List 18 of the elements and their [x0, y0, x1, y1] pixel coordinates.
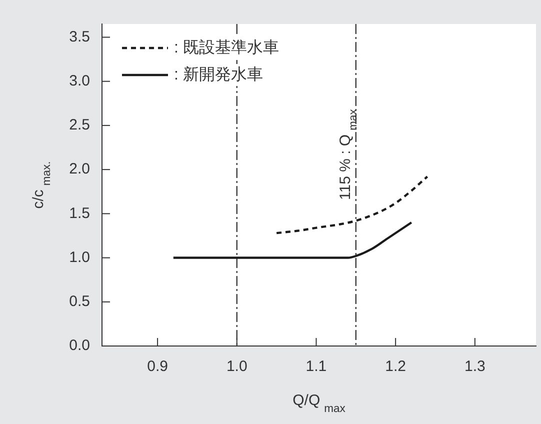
y-tick-label: 1.5 [69, 204, 90, 222]
x-tick-label: 1.1 [306, 358, 327, 376]
x-tick-label: 0.9 [147, 358, 168, 376]
x-tick-label: 1.2 [385, 358, 406, 376]
y-tick-label: 0.5 [69, 293, 90, 310]
legend-label: : 既設基準水車 [174, 38, 279, 56]
line-series [275, 176, 428, 234]
y-tick-label: 2.5 [69, 116, 90, 134]
x-tick-label: 1.0 [226, 358, 248, 376]
y-tick-label: 2.0 [69, 160, 90, 178]
ref-line-label: 115 % : Qmax [336, 108, 360, 200]
y-tick-label: 0.0 [69, 337, 90, 354]
y-tick-label: 1.0 [69, 248, 90, 266]
legend-label: : 新開発水車 [174, 65, 263, 84]
y-tick-label: 3.0 [69, 72, 90, 90]
y-tick-label: 3.5 [69, 28, 90, 46]
x-tick-label: 1.3 [464, 358, 486, 376]
y-axis-title: c/cmax. [30, 161, 53, 209]
